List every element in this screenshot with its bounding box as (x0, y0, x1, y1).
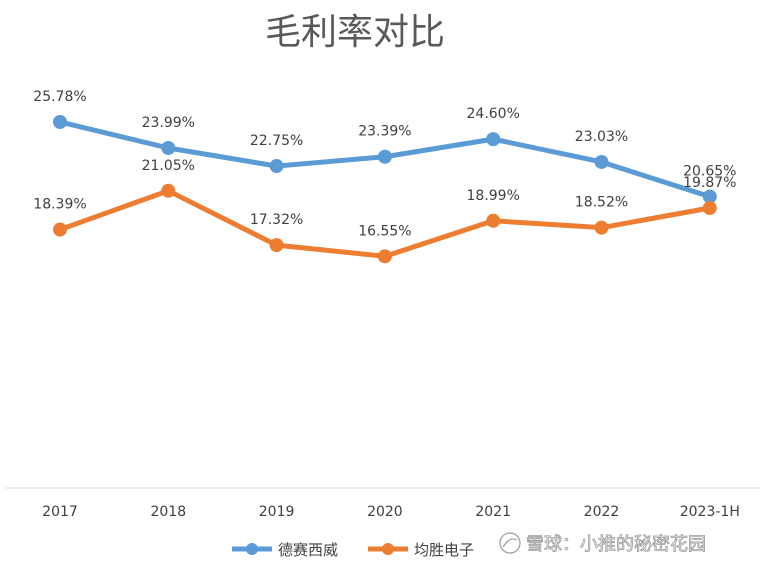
legend-label: 均胜电子 (414, 541, 474, 559)
data-point (53, 222, 67, 237)
x-tick-label: 2023-1H (680, 504, 740, 520)
data-label: 19.87% (683, 175, 736, 191)
legend: 德赛西威 均胜电子 (232, 541, 474, 559)
series-2: 18.39% 21.05% 17.32% 16.55% 18.99% 18.52% 19.8… (33, 158, 736, 264)
data-point (161, 141, 176, 156)
x-tick-labels: 2017 2018 2019 2020 2021 2022 2023-1H (42, 504, 740, 520)
legend-item: 均胜电子 (368, 541, 474, 559)
legend-label: 德赛西威 (278, 541, 338, 559)
series-1: 25.78% 23.99% 22.75% 23.39% 24.60% 23.03% 20.6… (33, 89, 736, 204)
data-point (377, 149, 392, 164)
data-point (486, 132, 501, 147)
watermark-text: 雪球：小推的秘密花园 (526, 534, 706, 555)
x-tick-label: 2019 (259, 504, 295, 520)
data-label: 23.39% (358, 124, 411, 140)
data-label: 25.78% (33, 89, 86, 105)
data-point (161, 183, 176, 198)
data-label: 24.60% (467, 106, 520, 122)
data-label: 17.32% (250, 212, 303, 228)
data-point (702, 200, 717, 215)
x-tick-label: 2022 (584, 504, 620, 520)
x-tick-label: 2017 (42, 504, 78, 520)
data-point (269, 159, 284, 174)
legend-marker-icon (382, 543, 394, 555)
data-point (486, 213, 501, 228)
data-label: 16.55% (358, 223, 411, 239)
data-point (377, 249, 392, 264)
chart-title: 毛利率对比 (265, 12, 445, 53)
data-point (53, 114, 67, 129)
x-tick-label: 2018 (150, 504, 186, 520)
legend-marker-icon (246, 543, 258, 555)
data-point (269, 238, 284, 253)
data-point (594, 154, 609, 169)
data-label: 21.05% (142, 158, 195, 174)
data-label: 18.52% (575, 195, 628, 211)
legend-item: 德赛西威 (232, 541, 338, 559)
data-label: 20.65% (683, 164, 736, 180)
series-layer: 25.78% 23.99% 22.75% 23.39% 24.60% 23.03% 20.6… (33, 89, 736, 264)
data-label: 18.39% (33, 197, 86, 213)
x-tick-label: 2021 (475, 504, 511, 520)
data-point (594, 220, 609, 235)
snowball-logo-icon (499, 532, 521, 554)
data-label: 23.99% (142, 115, 195, 131)
data-label: 22.75% (250, 133, 303, 149)
data-point (702, 189, 717, 204)
data-label: 18.99% (467, 188, 520, 204)
watermark: 雪球：小推的秘密花园 (499, 532, 706, 555)
data-label: 23.03% (575, 129, 628, 145)
x-tick-label: 2020 (367, 504, 403, 520)
